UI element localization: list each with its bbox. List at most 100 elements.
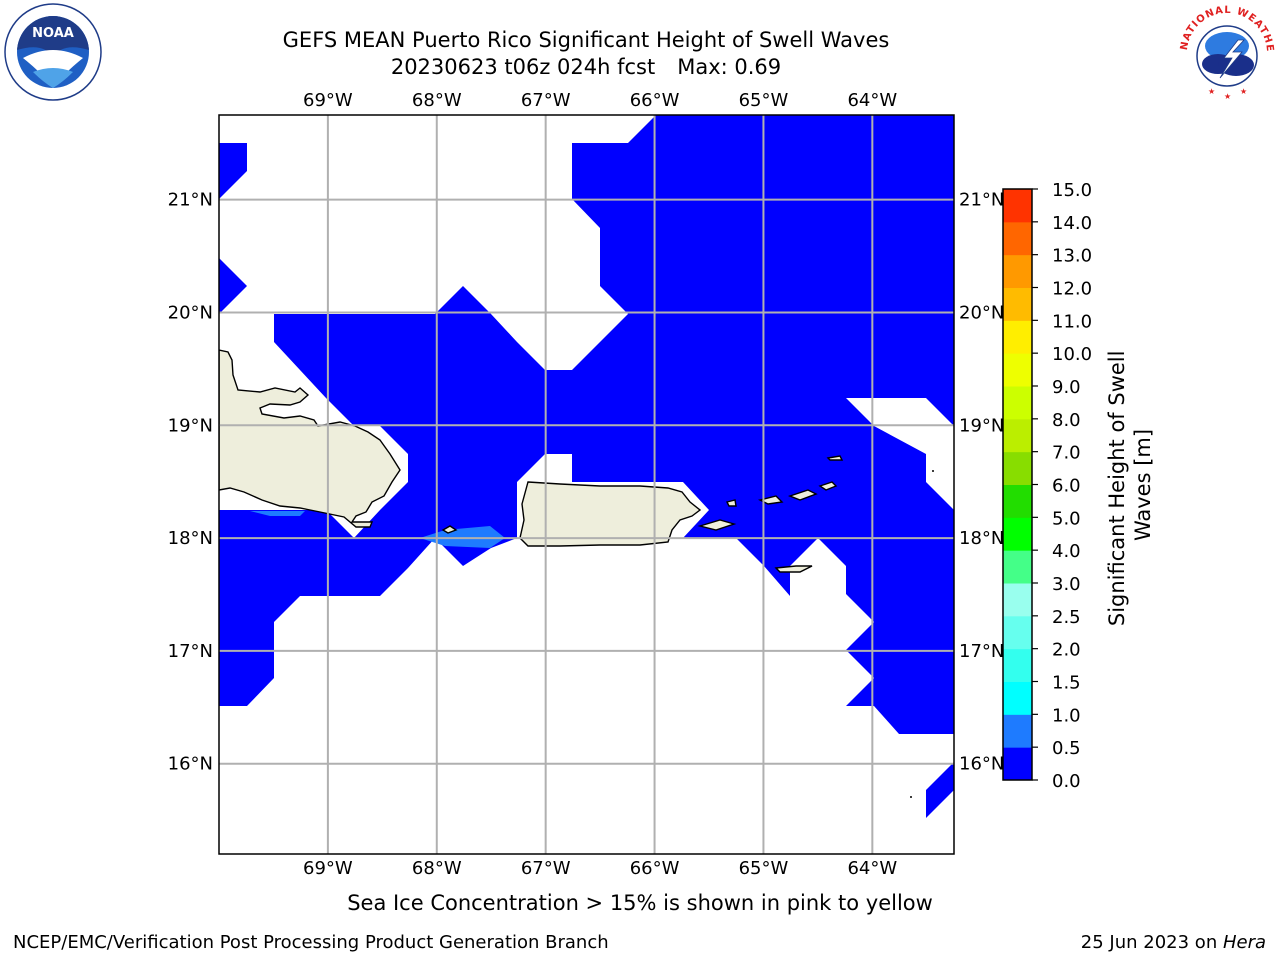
colorbar [1002, 188, 1033, 781]
colorbar-tick-label: 1.0 [1052, 705, 1081, 726]
map-title: GEFS MEAN Puerto Rico Significant Height… [282, 28, 890, 52]
colorbar-segment [1003, 747, 1032, 781]
lat-tick-right: 17°N [959, 641, 1004, 662]
land-st-croix [774, 565, 813, 573]
lat-tick-right: 20°N [959, 302, 1004, 323]
lat-tick-left: 20°N [168, 302, 213, 323]
colorbar-tick-label: 1.5 [1052, 673, 1081, 694]
colorbar-tick-label: 12.0 [1052, 279, 1092, 300]
colorbar-segment [1003, 484, 1032, 518]
colorbar-segment [1003, 353, 1032, 387]
tick-labels: 69°W 69°W 68°W 68°W 67°W 67°W 66°W 66°W 65°W 65°W… [168, 90, 1005, 879]
lat-tick-left: 19°N [168, 415, 213, 436]
lon-tick-top: 69°W [303, 90, 353, 111]
swell-region-north-west-sliver [219, 258, 247, 314]
lat-tick-right: 19°N [959, 415, 1004, 436]
colorbar-segment [1003, 648, 1032, 682]
colorbar-tick-label: 9.0 [1052, 377, 1081, 398]
lon-tick-top: 68°W [412, 90, 462, 111]
colorbar-tick-label: 13.0 [1052, 246, 1092, 267]
land-mona-island [441, 525, 458, 534]
colorbar-tick-label: 2.0 [1052, 640, 1081, 661]
machine-name: Hera [1222, 932, 1266, 953]
map-frame [218, 114, 955, 855]
swell-higher [250, 511, 505, 548]
lon-tick-bottom: 66°W [630, 858, 680, 879]
lon-tick-bottom: 68°W [412, 858, 462, 879]
colorbar-tick-label: 2.5 [1052, 607, 1081, 628]
colorbar-segment [1003, 681, 1032, 715]
lon-tick-top: 66°W [630, 90, 680, 111]
gridlines [219, 115, 954, 854]
colorbar-segment [1003, 320, 1032, 354]
lat-tick-left: 21°N [168, 190, 213, 211]
lat-tick-right: 18°N [959, 528, 1004, 549]
swell-region-south-east-tip [926, 762, 954, 818]
land-virgin-gorda [818, 481, 838, 491]
swell-region-north-east [219, 143, 247, 199]
colorbar-tick-label: 0.0 [1052, 771, 1081, 792]
map-subtitle: 20230623 t06z 024h fcst Max: 0.69 [186, 54, 986, 80]
sea-ice-note-text: Sea Ice Concentration > 15% is shown in … [347, 891, 933, 915]
max-value: Max: 0.69 [677, 55, 782, 79]
lat-tick-right: 16°N [959, 754, 1004, 775]
lon-tick-top: 67°W [521, 90, 571, 111]
colorbar-tick-label: 8.0 [1052, 410, 1081, 431]
lon-tick-bottom: 67°W [521, 858, 571, 879]
land-culebra [725, 499, 737, 507]
land-st-thomas [757, 495, 784, 505]
colorbar-label: Significant Height of Swell Waves [m] [1105, 344, 1155, 626]
svg-text:★: ★ [1224, 92, 1231, 101]
svg-text:★: ★ [1208, 87, 1215, 96]
colorbar-segment [1003, 615, 1032, 650]
colorbar-segment [1003, 254, 1032, 288]
lon-tick-top: 64°W [847, 90, 897, 111]
colorbar-segment [1003, 189, 1032, 223]
svg-text:★: ★ [1240, 87, 1247, 96]
land-vieques [697, 519, 737, 531]
nws-logo: NATIONAL WEATHER SERVICE ★ ★ ★ [1176, 2, 1276, 102]
forecast-time: 20230623 t06z 024h fcst [390, 55, 656, 79]
colorbar-segment [1003, 583, 1032, 617]
lat-tick-left: 17°N [168, 641, 213, 662]
generation-date: 25 Jun 2023 on Hera [1081, 932, 1266, 953]
generation-date-text: 25 Jun 2023 on [1080, 932, 1223, 953]
land-anegada [826, 455, 844, 461]
colorbar-segment [1003, 287, 1032, 321]
colorbar-tick-label: 14.0 [1052, 213, 1092, 234]
lon-tick-top: 65°W [739, 90, 789, 111]
colorbar-tick-label: 7.0 [1052, 443, 1081, 464]
colorbar-tick-label: 6.0 [1052, 476, 1081, 497]
lat-tick-right: 21°N [959, 190, 1004, 211]
colorbar-ticks: 0.0 0.5 1.0 1.5 2.0 2.5 3.0 4.0 5.0 6.0 7.0 8.0 9.0 1… [1032, 180, 1092, 792]
colorbar-segment [1003, 550, 1032, 584]
colorbar-segment [1003, 386, 1032, 420]
swell-patch-hispaniola [250, 511, 305, 516]
colorbar-tick-label: 11.0 [1052, 311, 1092, 332]
swell-patch-mona [420, 526, 505, 548]
lat-tick-left: 16°N [168, 754, 213, 775]
colorbar-tick-label: 5.0 [1052, 508, 1081, 529]
colorbar-tick-label: 10.0 [1052, 344, 1092, 365]
map-plot-area [219, 115, 954, 854]
colorbar-segment [1003, 451, 1032, 485]
colorbar-segment [1003, 418, 1032, 453]
colorbar-segment [1003, 517, 1032, 551]
colorbar-segment [1003, 221, 1032, 256]
land-tortola [787, 489, 818, 501]
sea-ice-note: Sea Ice Concentration > 15% is shown in … [0, 891, 1280, 915]
land-hispaniola [219, 349, 401, 528]
colorbar-tick-label: 0.5 [1052, 738, 1081, 759]
lat-tick-left: 18°N [168, 528, 213, 549]
noaa-logo: NOAA [4, 3, 102, 101]
credit-text: NCEP/EMC/Verification Post Processing Pr… [13, 932, 609, 953]
colorbar-tick-label: 4.0 [1052, 541, 1081, 562]
colorbar-segment [1003, 714, 1032, 748]
lon-tick-bottom: 69°W [303, 858, 353, 879]
lon-tick-bottom: 65°W [739, 858, 789, 879]
lon-tick-bottom: 64°W [847, 858, 897, 879]
colorbar-tick-label: 15.0 [1052, 180, 1092, 201]
colorbar-tick-label: 3.0 [1052, 574, 1081, 595]
noaa-logo-text: NOAA [32, 26, 74, 41]
